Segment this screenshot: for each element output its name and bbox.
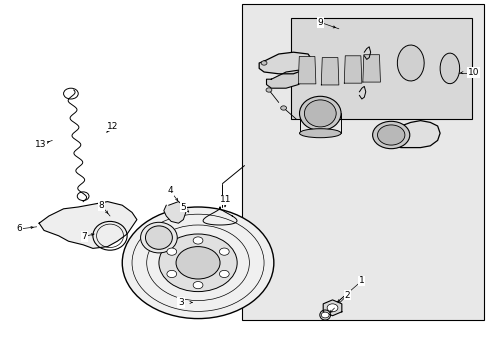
Circle shape	[193, 282, 203, 289]
Ellipse shape	[304, 100, 336, 127]
Ellipse shape	[145, 226, 172, 249]
Text: 8: 8	[99, 202, 104, 210]
Circle shape	[321, 312, 328, 318]
Polygon shape	[266, 70, 305, 88]
Polygon shape	[362, 55, 380, 82]
Ellipse shape	[261, 61, 266, 65]
Polygon shape	[344, 56, 361, 83]
Text: 13: 13	[35, 140, 46, 149]
Text: 4: 4	[167, 186, 173, 195]
Circle shape	[166, 248, 176, 255]
Ellipse shape	[280, 106, 286, 110]
Text: 7: 7	[81, 232, 87, 241]
Circle shape	[166, 270, 176, 278]
Ellipse shape	[299, 96, 341, 131]
Bar	[290, 18, 471, 119]
Polygon shape	[163, 202, 185, 223]
Polygon shape	[376, 121, 439, 148]
Text: 3: 3	[178, 298, 183, 307]
Bar	[242, 4, 483, 320]
Circle shape	[176, 247, 220, 279]
Ellipse shape	[141, 222, 177, 253]
Text: 5: 5	[180, 202, 186, 211]
Text: 2: 2	[344, 291, 349, 300]
Polygon shape	[323, 300, 341, 316]
Ellipse shape	[265, 88, 271, 92]
Ellipse shape	[319, 310, 330, 320]
Circle shape	[377, 125, 404, 145]
Text: 10: 10	[467, 68, 478, 77]
Circle shape	[159, 234, 237, 292]
Polygon shape	[39, 202, 137, 248]
Text: 6: 6	[17, 225, 22, 234]
Ellipse shape	[299, 129, 341, 138]
Circle shape	[219, 248, 229, 255]
Polygon shape	[397, 45, 423, 81]
Text: 12: 12	[106, 122, 118, 131]
Polygon shape	[321, 58, 338, 85]
Circle shape	[219, 270, 229, 278]
Circle shape	[122, 207, 273, 319]
Polygon shape	[298, 57, 315, 84]
Circle shape	[372, 121, 409, 149]
Text: 1: 1	[358, 276, 364, 285]
Polygon shape	[439, 53, 459, 84]
Circle shape	[193, 237, 203, 244]
Text: 9: 9	[317, 18, 323, 27]
Text: 9: 9	[317, 18, 323, 27]
Circle shape	[326, 304, 337, 312]
Polygon shape	[259, 52, 312, 74]
Text: 11: 11	[220, 195, 231, 204]
